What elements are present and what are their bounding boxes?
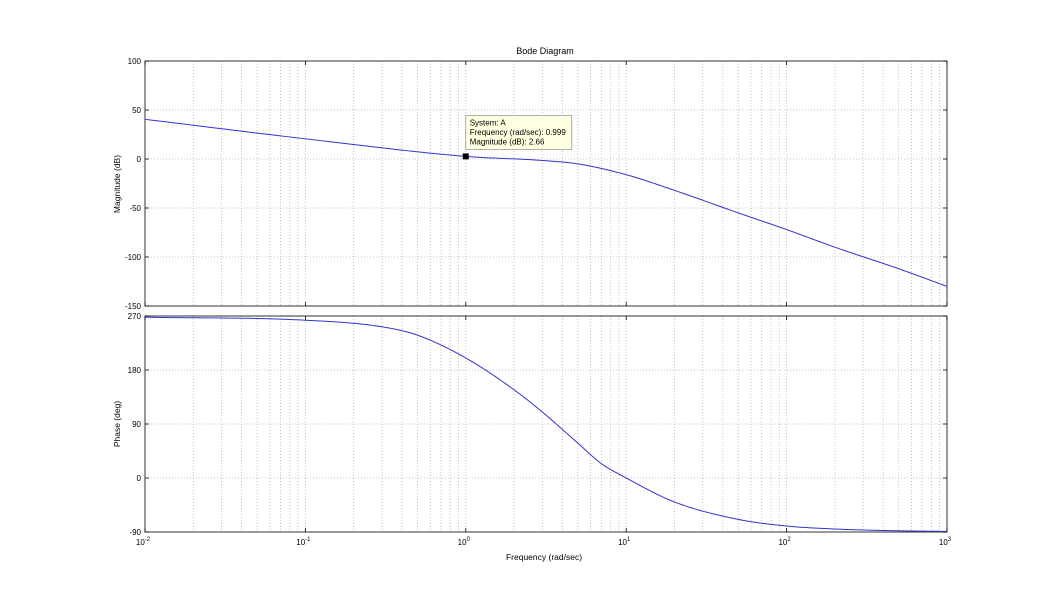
x-tick-exponent: 0	[467, 537, 471, 543]
x-tick-base: 10	[296, 538, 305, 547]
magnitude-y-tick-label: -100	[125, 253, 142, 262]
datatip-line1: System: A	[470, 118, 507, 127]
x-tick-label: 102	[778, 537, 791, 547]
datatip-marker	[462, 153, 469, 160]
datatip-line2: Frequency (rad/sec): 0.999	[470, 128, 567, 137]
chart-title: Bode Diagram	[516, 46, 574, 56]
magnitude-axes: 100 50 0 -50 -100 -150	[125, 57, 948, 311]
x-tick-exponent: 2	[787, 537, 791, 543]
phase-axes: 270 180 90 0 -90	[128, 312, 948, 537]
x-tick-exponent: 3	[948, 537, 952, 543]
x-axis-label: Frequency (rad/sec)	[506, 552, 582, 562]
phase-y-tick-label: 0	[137, 474, 142, 483]
datatip-box	[465, 114, 573, 150]
magnitude-axes-box	[144, 60, 948, 307]
phase-y-tick-label: -90	[129, 528, 141, 537]
phase-plot-area	[145, 316, 947, 532]
x-tick-exponent: 1	[627, 537, 631, 543]
x-tick-exponent: -2	[145, 537, 151, 543]
magnitude-series-line	[144, 118, 948, 287]
phase-y-tick-label: 270	[128, 312, 142, 321]
magnitude-y-tick-label: -50	[129, 204, 141, 213]
x-tick-base: 10	[136, 538, 145, 547]
datatip-line3: Magnitude (dB): 2.66	[470, 137, 545, 146]
x-tick-base: 10	[778, 538, 787, 547]
phase-y-tick-label: 180	[128, 366, 142, 375]
magnitude-y-tick-label: 100	[128, 57, 142, 66]
x-tick-base: 10	[458, 538, 467, 547]
phase-y-label: Phase (deg)	[112, 401, 122, 447]
phase-axes-box	[144, 315, 948, 533]
magnitude-plot-area	[145, 61, 947, 306]
x-tick-base: 10	[939, 538, 948, 547]
x-tick-label: 100	[458, 537, 471, 547]
x-tick-label: 10-1	[296, 537, 311, 547]
x-tick-label: 101	[618, 537, 631, 547]
magnitude-y-label: Magnitude (dB)	[112, 155, 122, 213]
magnitude-y-tick-label: 50	[132, 106, 141, 115]
x-tick-label: 103	[939, 537, 952, 547]
magnitude-y-tick-label: 0	[137, 155, 142, 164]
x-tick-exponent: -1	[305, 537, 311, 543]
magnitude-y-tick-label: -150	[125, 302, 142, 311]
phase-series-line	[144, 316, 948, 532]
x-tick-base: 10	[618, 538, 627, 547]
phase-y-tick-label: 90	[132, 420, 141, 429]
x-tick-label: 10-2	[136, 537, 151, 547]
